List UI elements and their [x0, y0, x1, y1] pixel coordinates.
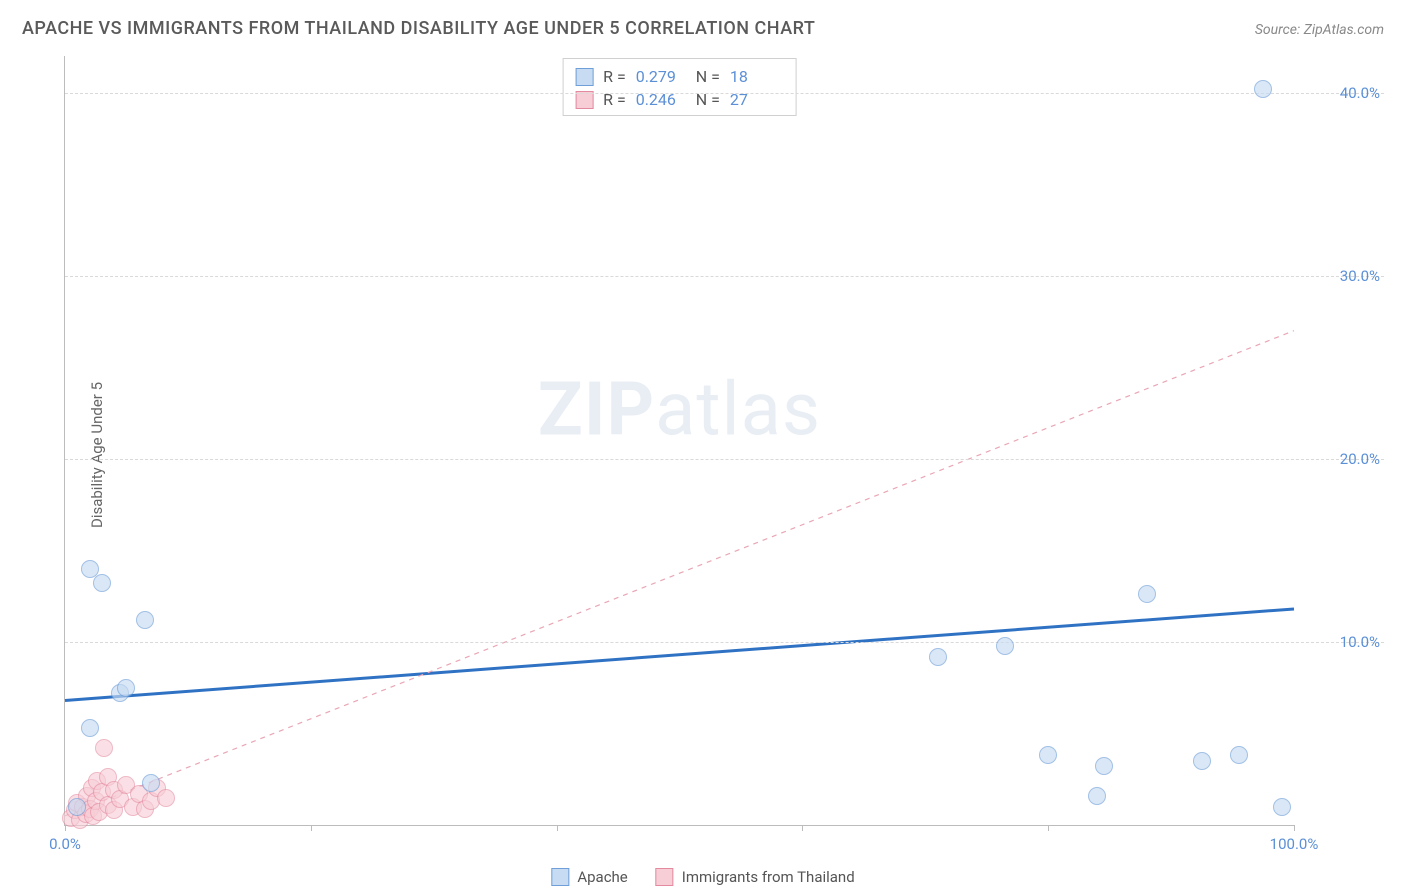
- x-tick: [1048, 825, 1049, 831]
- stats-legend-row: R =0.246N =27: [575, 88, 780, 111]
- y-tick-label: 20.0%: [1340, 450, 1380, 468]
- data-point: [1230, 746, 1248, 764]
- series-legend: Apache Immigrants from Thailand: [551, 868, 854, 886]
- plot-area: ZIPatlas R =0.279N =18R =0.246N =27 10.0…: [64, 56, 1294, 826]
- x-tick: [1294, 825, 1295, 831]
- gridline: [65, 276, 1384, 277]
- data-point: [95, 739, 113, 757]
- gridline: [65, 459, 1384, 460]
- stat-n-value: 18: [730, 67, 780, 86]
- y-tick-label: 10.0%: [1340, 633, 1380, 651]
- source-link[interactable]: ZipAtlas.com: [1304, 22, 1384, 38]
- data-point: [136, 611, 154, 629]
- data-point: [1039, 746, 1057, 764]
- data-point: [93, 574, 111, 592]
- legend-label: Apache: [577, 868, 627, 886]
- chart-title: APACHE VS IMMIGRANTS FROM THAILAND DISAB…: [22, 18, 815, 39]
- data-point: [81, 560, 99, 578]
- data-point: [1138, 585, 1156, 603]
- data-point: [1254, 80, 1272, 98]
- gridline: [65, 642, 1384, 643]
- plot-container: Disability Age Under 5 ZIPatlas R =0.279…: [28, 56, 1384, 854]
- legend-item: Apache: [551, 868, 627, 886]
- source-label: Source:: [1255, 22, 1304, 38]
- data-point: [929, 648, 947, 666]
- data-point: [996, 637, 1014, 655]
- data-point: [81, 719, 99, 737]
- stat-n-label: N =: [696, 67, 720, 86]
- stats-legend: R = 0.279 N = 18 R =0.246N =27: [562, 58, 797, 116]
- trend-lines-layer: [65, 56, 1294, 825]
- legend-label: Immigrants from Thailand: [682, 868, 855, 886]
- data-point: [1193, 752, 1211, 770]
- gridline: [65, 93, 1384, 94]
- x-tick: [802, 825, 803, 831]
- x-tick: [65, 825, 66, 831]
- data-point: [157, 789, 175, 807]
- legend-item: Immigrants from Thailand: [656, 868, 855, 886]
- watermark: ZIPatlas: [538, 366, 821, 453]
- y-tick-label: 30.0%: [1340, 267, 1380, 285]
- data-point: [1095, 757, 1113, 775]
- data-point: [142, 774, 160, 792]
- stat-r-label: R =: [603, 67, 626, 86]
- source-credit: Source: ZipAtlas.com: [1255, 22, 1384, 38]
- stats-legend-row: R = 0.279 N = 18: [575, 65, 780, 88]
- x-tick-label: 100.0%: [1270, 835, 1319, 853]
- data-point: [117, 679, 135, 697]
- stat-r-value: 0.279: [636, 67, 686, 86]
- data-point: [1273, 798, 1291, 816]
- data-point: [68, 798, 86, 816]
- y-tick-label: 40.0%: [1340, 84, 1380, 102]
- trend-line: [65, 331, 1294, 816]
- x-tick-label: 0.0%: [49, 835, 81, 853]
- legend-swatch: [575, 68, 593, 86]
- trend-line: [65, 609, 1294, 701]
- x-tick: [557, 825, 558, 831]
- legend-swatch: [551, 868, 569, 886]
- legend-swatch: [656, 868, 674, 886]
- data-point: [1088, 787, 1106, 805]
- x-tick: [311, 825, 312, 831]
